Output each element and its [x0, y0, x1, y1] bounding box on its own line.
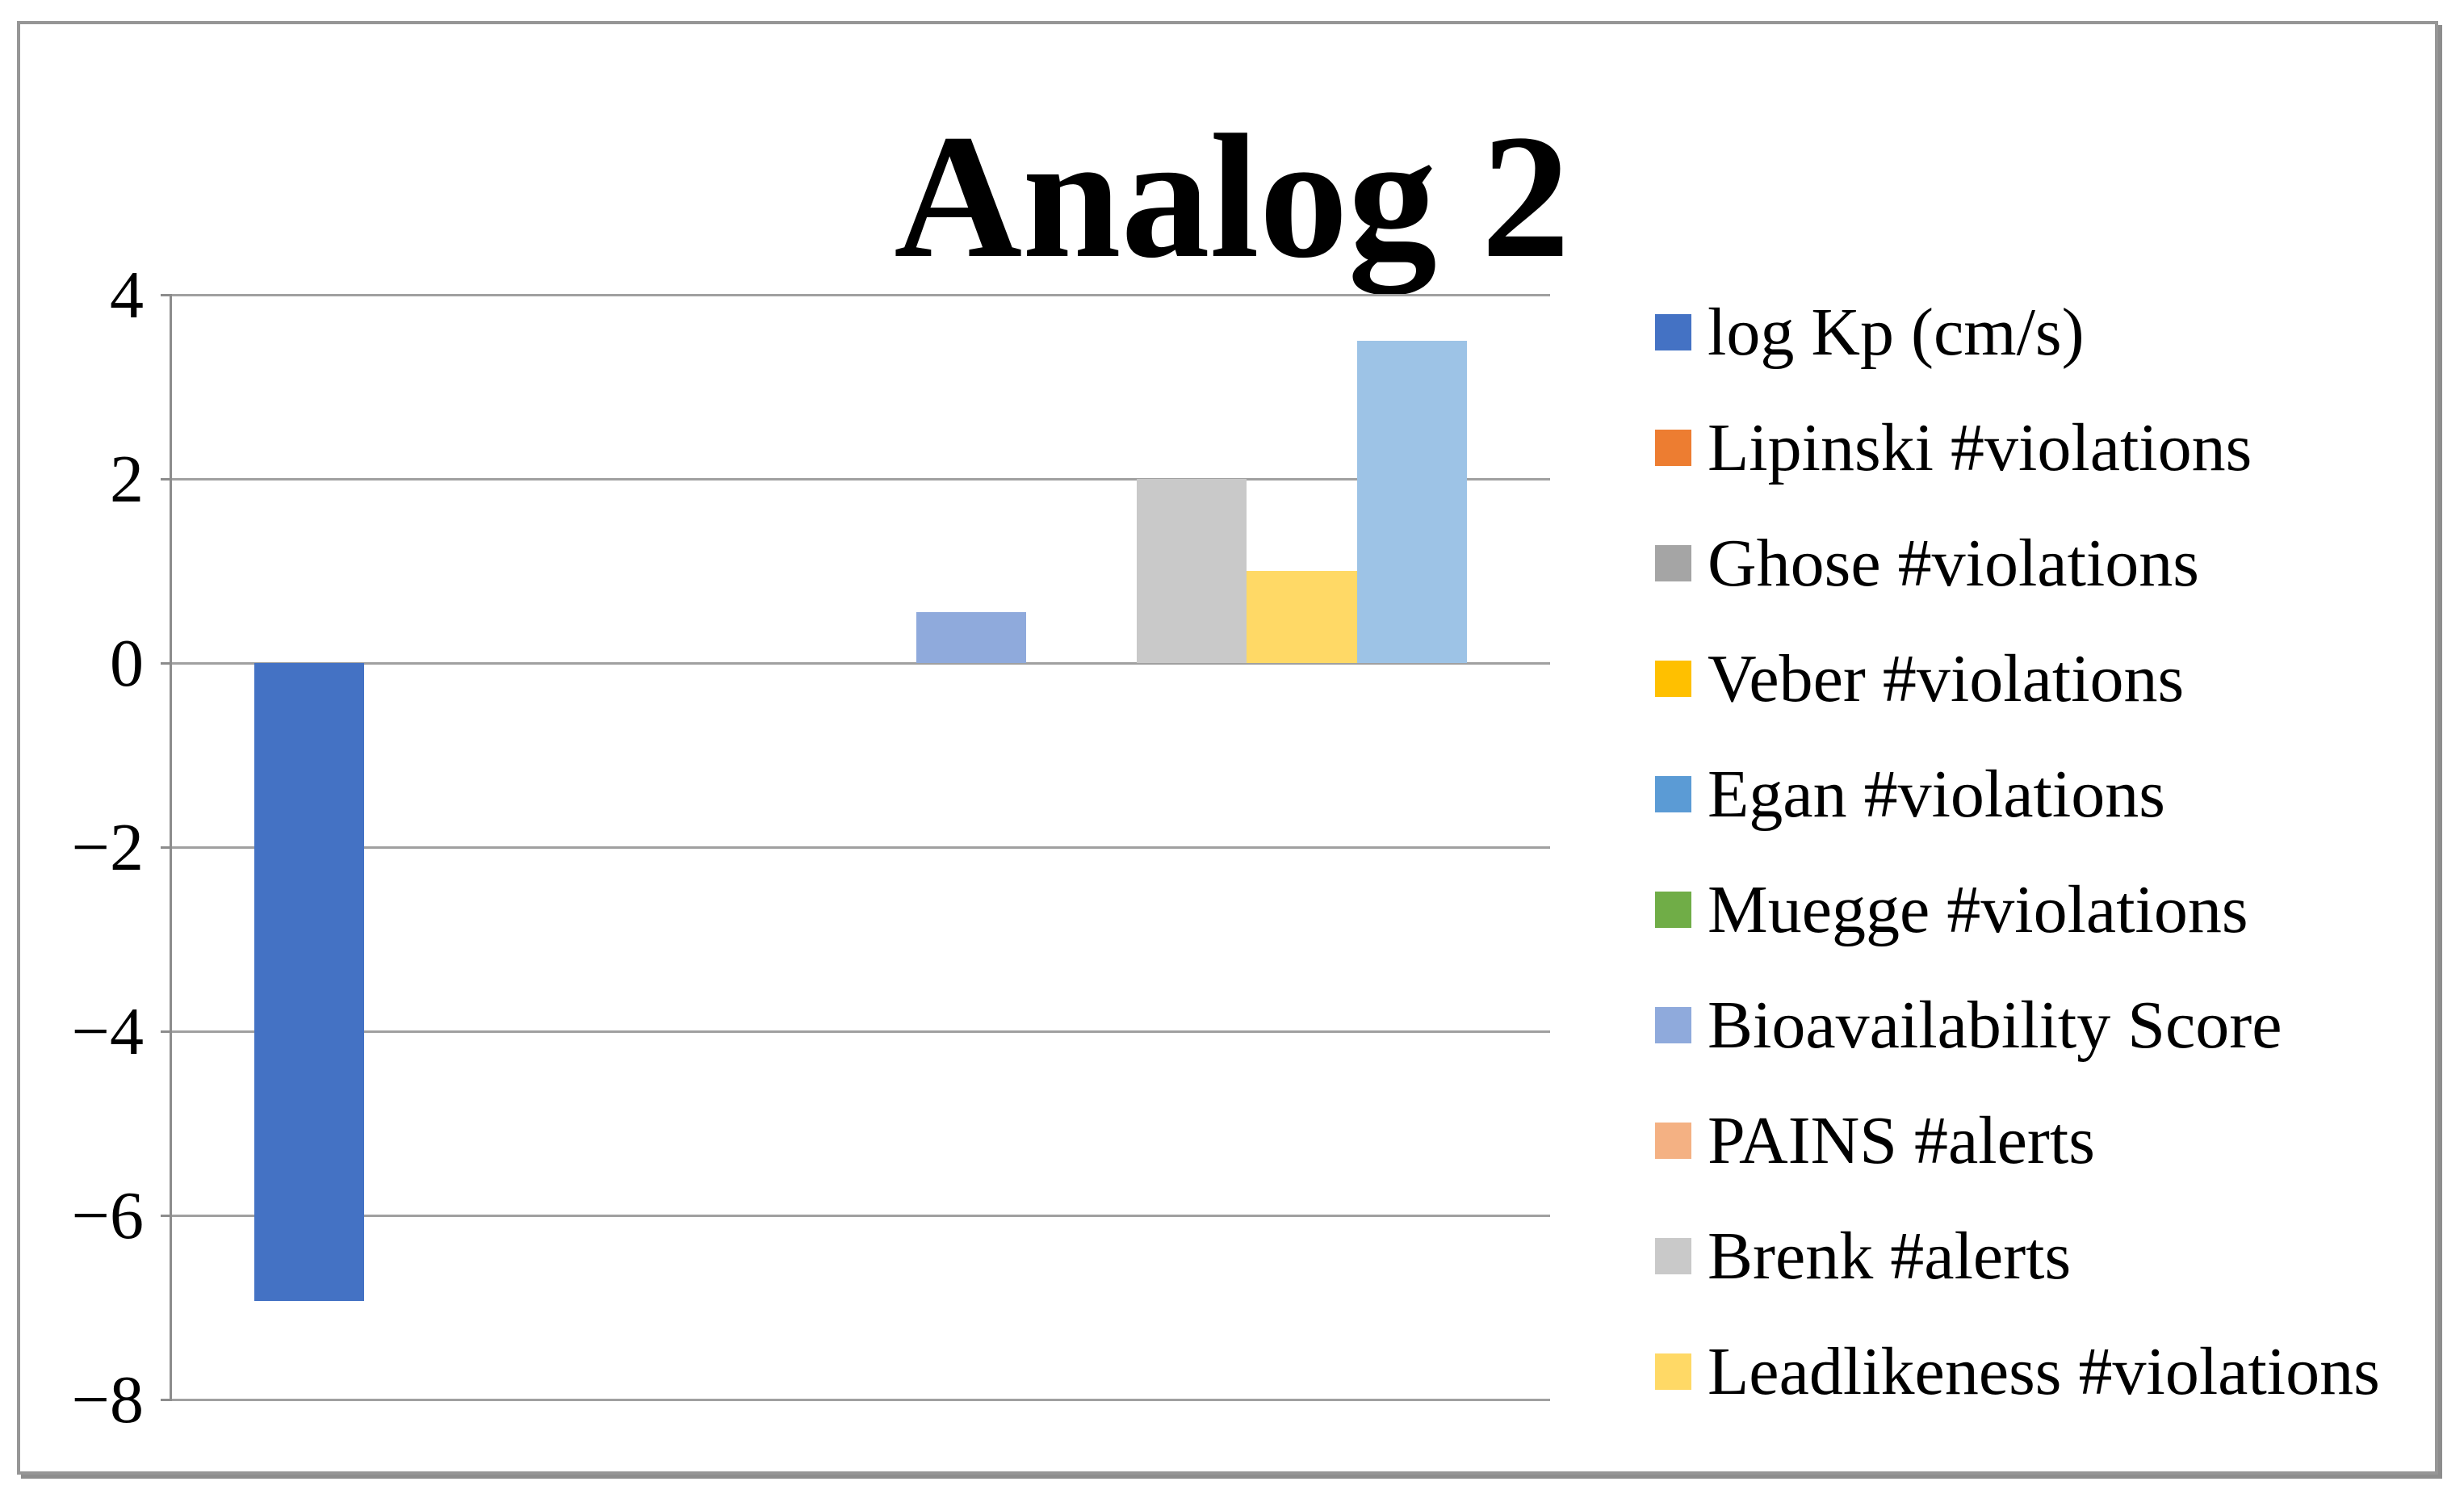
y-gridline — [172, 661, 1550, 665]
legend-label: Ghose #violations — [1708, 525, 2199, 601]
y-gridline — [172, 477, 1550, 481]
y-axis-tick — [161, 661, 172, 665]
figure-border-frame — [17, 21, 2438, 1475]
legend-item: Veber #violations — [1655, 640, 2185, 716]
y-gridline — [172, 1030, 1550, 1033]
y-axis-tick-label: −4 — [71, 993, 144, 1069]
legend-label: Bioavailability Score — [1708, 987, 2282, 1063]
legend-item: Ghose #violations — [1655, 525, 2199, 601]
y-axis-tick — [161, 477, 172, 481]
y-gridline — [172, 293, 1550, 296]
bar-brenk-alerts — [1136, 479, 1247, 663]
bar-bioavailability-score — [916, 612, 1026, 663]
legend-item: Egan #violations — [1655, 756, 2165, 832]
bar-unlabeled — [1357, 341, 1468, 663]
legend-label: Muegge #violations — [1708, 871, 2248, 947]
legend-item: Bioavailability Score — [1655, 987, 2282, 1063]
y-gridline — [172, 1214, 1550, 1217]
legend-label: Leadlikeness #violations — [1708, 1333, 2380, 1409]
legend-color-swatch-icon — [1655, 544, 1691, 581]
legend-label: Veber #violations — [1708, 640, 2185, 716]
legend-color-swatch-icon — [1655, 1237, 1691, 1274]
legend-label: Brenk #alerts — [1708, 1218, 2072, 1294]
legend-label: Egan #violations — [1708, 756, 2165, 832]
y-axis-tick-label: −6 — [71, 1177, 144, 1253]
legend-color-swatch-icon — [1655, 775, 1691, 812]
y-axis-line — [170, 293, 172, 1401]
legend-color-swatch-icon — [1655, 891, 1691, 928]
y-axis-tick-label: 2 — [110, 441, 144, 517]
legend-item: Lipinski #violations — [1655, 409, 2252, 485]
legend-color-swatch-icon — [1655, 1006, 1691, 1043]
y-axis-tick-label: −8 — [71, 1362, 144, 1437]
y-axis-tick-label: 4 — [110, 257, 144, 333]
legend-label: Lipinski #violations — [1708, 409, 2252, 485]
y-axis-tick — [161, 1214, 172, 1217]
bar-log-kp-cm-s — [254, 663, 365, 1302]
legend-color-swatch-icon — [1655, 1353, 1691, 1390]
y-gridline — [172, 1398, 1550, 1401]
y-axis-tick-label: 0 — [110, 625, 144, 701]
legend-item: log Kp (cm/s) — [1655, 294, 2085, 370]
legend-item: PAINS #alerts — [1655, 1102, 2095, 1178]
y-axis-tick — [161, 1398, 172, 1401]
legend-label: log Kp (cm/s) — [1708, 294, 2085, 370]
legend-color-swatch-icon — [1655, 429, 1691, 466]
legend-label: PAINS #alerts — [1708, 1102, 2095, 1178]
legend-item: Leadlikeness #violations — [1655, 1333, 2380, 1409]
legend-color-swatch-icon — [1655, 660, 1691, 697]
legend-item: Muegge #violations — [1655, 871, 2248, 947]
y-axis-tick — [161, 293, 172, 296]
bar-leadlikeness-violations — [1247, 571, 1357, 663]
legend-color-swatch-icon — [1655, 1122, 1691, 1159]
legend-item: Brenk #alerts — [1655, 1218, 2072, 1294]
y-axis-tick — [161, 1030, 172, 1033]
y-axis-tick — [161, 846, 172, 849]
legend-color-swatch-icon — [1655, 313, 1691, 350]
y-gridline — [172, 846, 1550, 849]
y-axis-tick-label: −2 — [71, 809, 144, 885]
chart-title: Analog 2 — [894, 98, 1570, 295]
